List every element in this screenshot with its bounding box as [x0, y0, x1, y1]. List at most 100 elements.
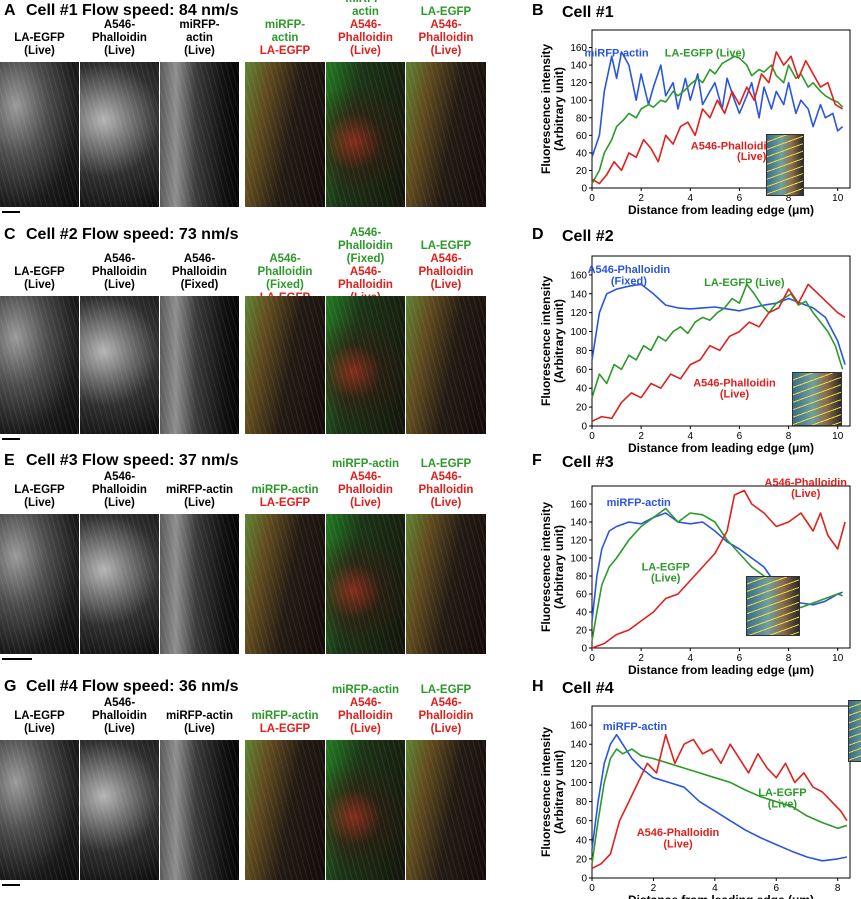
- row-title: Cell #3 Flow speed: 37 nm/s: [26, 452, 239, 469]
- plot-frame: [591, 29, 851, 189]
- image-texture: [326, 514, 405, 654]
- column-label-line: (Live): [184, 723, 215, 735]
- plot-frame: [591, 485, 851, 649]
- x-tick-label: 2: [638, 653, 644, 664]
- series-line: [591, 283, 846, 423]
- x-tick-label: 4: [712, 883, 718, 894]
- column-label-line: Phalloidin: [92, 266, 147, 278]
- column-label-line: miRFP-actin: [251, 710, 319, 722]
- column-label-line: LA-EGFP: [14, 266, 65, 278]
- y-tick-label: 80: [576, 113, 588, 124]
- column-label-line: Phalloidin: [92, 32, 147, 44]
- chart-title: Cell #4: [562, 680, 614, 697]
- column-label-line: (Live): [184, 497, 215, 509]
- y-tick-label: 140: [570, 740, 587, 751]
- row-title: Cell #1 Flow speed: 84 nm/s: [26, 2, 239, 19]
- image-texture: [245, 62, 325, 207]
- y-tick-label: 0: [581, 422, 587, 433]
- micrograph-image: [160, 62, 239, 207]
- column-label: A546- Phalloidin (Live): [80, 253, 159, 292]
- micrograph-image: [326, 514, 405, 654]
- column-label-line: A546-: [349, 19, 382, 31]
- series-label: (Live): [663, 838, 693, 850]
- column-label: LA-EGFP A546- Phalloidin (Live): [406, 6, 486, 58]
- column-label-line: LA-EGFP: [259, 723, 311, 735]
- column-label-line: (Live): [350, 45, 381, 57]
- y-axis-label-unit: (Arbitrary unit): [552, 299, 566, 383]
- plot-frame: [591, 705, 851, 879]
- series-line: [591, 512, 843, 622]
- y-tick-label: 60: [576, 816, 588, 827]
- micrograph-image: [0, 514, 79, 654]
- column-label-line: (Live): [430, 279, 462, 291]
- y-tick-label: 40: [576, 835, 588, 846]
- series-label: A546-Phalloidin: [693, 377, 776, 389]
- y-tick-label: 140: [570, 518, 587, 529]
- column-label: LA-EGFP A546- Phalloidin (Live): [406, 458, 486, 510]
- y-tick-label: 80: [576, 797, 588, 808]
- series-label: LA-EGFP (Live): [665, 47, 746, 59]
- column-label-line: A546-: [430, 253, 462, 265]
- chart-svg: 0 20 40 60 80 100 120 140 160 0 2 4 6 8 10 Distance fro…: [539, 477, 851, 677]
- series-line: [591, 51, 844, 158]
- micrograph-image: [406, 62, 486, 207]
- scale-bar: [2, 211, 20, 213]
- x-tick-label: 10: [832, 653, 844, 664]
- series-line: [591, 51, 844, 185]
- column-label-line: LA-EGFP: [259, 45, 311, 57]
- y-tick-label: 140: [570, 289, 587, 300]
- scale-bar: [2, 884, 20, 886]
- column-label-line: (Fixed): [266, 279, 304, 291]
- y-tick-label: 120: [570, 536, 587, 547]
- x-tick-label: 2: [638, 193, 644, 204]
- inset-line-overlay: [849, 701, 861, 761]
- x-tick-label: 6: [737, 193, 743, 204]
- x-tick-label: 0: [589, 431, 595, 442]
- column-label-line: actin: [186, 32, 213, 44]
- column-label-line: miRFP-actin: [331, 684, 400, 696]
- x-tick-label: 10: [832, 193, 844, 204]
- column-label-line: LA-EGFP: [14, 710, 65, 722]
- y-tick-label: 60: [576, 590, 588, 601]
- column-label-line: (Live): [350, 497, 381, 509]
- column-label-line: (Live): [24, 45, 55, 57]
- column-label-line: LA-EGFP: [420, 684, 472, 696]
- y-tick-label: 160: [570, 43, 587, 54]
- image-texture: [406, 740, 486, 880]
- panel-letter: F: [532, 452, 542, 469]
- image-texture: [80, 740, 159, 880]
- column-label-line: (Live): [104, 497, 135, 509]
- micrograph-image: [80, 296, 159, 434]
- series-label: A546-Phalloidin: [588, 264, 671, 276]
- column-label-line: (Live): [430, 497, 462, 509]
- y-axis-label: Fluorescence intensity: [539, 727, 553, 857]
- x-tick-label: 8: [786, 653, 792, 664]
- column-label: LA-EGFP (Live): [0, 710, 79, 736]
- series-label: A546-Phalloidin: [637, 827, 720, 839]
- column-label: A546- Phalloidin (Live): [80, 697, 159, 736]
- column-label-line: Phalloidin: [418, 266, 474, 278]
- column-label: A546- Phalloidin (Live): [80, 19, 159, 58]
- column-label-line: (Live): [350, 723, 381, 735]
- y-tick-label: 120: [570, 308, 587, 319]
- x-tick-label: 0: [589, 653, 595, 664]
- image-texture: [80, 296, 159, 434]
- image-texture: [0, 296, 79, 434]
- column-label-line: Phalloidin: [92, 710, 147, 722]
- micrograph-image: [326, 296, 405, 434]
- inset-image: [792, 372, 842, 426]
- column-label-line: (Fixed): [346, 253, 385, 265]
- column-label: miRFP-actin LA-EGFP: [245, 19, 325, 58]
- image-texture: [245, 296, 325, 434]
- column-label-line: A546-: [183, 253, 216, 265]
- x-tick-label: 8: [786, 431, 792, 442]
- micrograph-image: [80, 740, 159, 880]
- column-label-line: (Fixed): [180, 279, 219, 291]
- series-line: [591, 733, 848, 870]
- column-label-line: LA-EGFP: [420, 240, 472, 252]
- series-line: [591, 748, 848, 864]
- micrograph-image: [245, 62, 325, 207]
- x-tick-label: 8: [786, 193, 792, 204]
- x-tick-label: 2: [638, 431, 644, 442]
